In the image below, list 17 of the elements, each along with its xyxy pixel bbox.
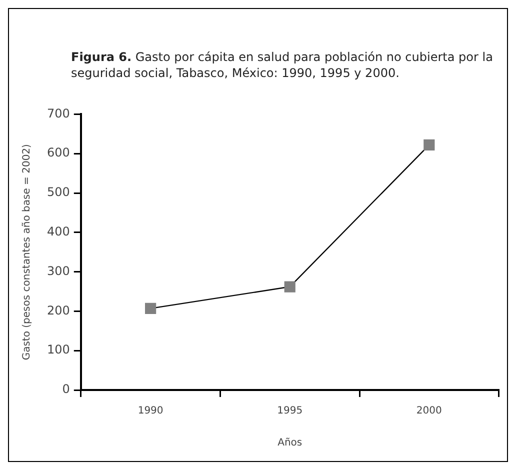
point [284,281,296,292]
x-axis-title: Años [278,438,302,449]
y-tick-label: 300 [47,264,70,278]
y-tick-label: 700 [47,106,70,120]
point [424,139,435,150]
y-axis-title: Gasto (pesos constantes año base = 2002) [22,144,33,360]
y-tick-label: 0 [62,382,70,396]
y-tick-label: 100 [47,342,70,357]
y-tick-label: 200 [47,303,70,318]
x-tick-label: 2000 [416,406,442,417]
y-tick-label: 400 [47,224,70,239]
chart-title: Figura 6. Gasto por cápita en salud para población no cubierta por la seguridad social, Tabasco, México: 1990, 1995 y 2000. [71,50,493,80]
point [145,302,156,314]
x-tick-label: 1995 [277,406,303,417]
x-tick-label: 1990 [138,406,164,417]
y-tick-label: 500 [47,185,70,200]
y-tick-label: 600 [47,146,70,160]
